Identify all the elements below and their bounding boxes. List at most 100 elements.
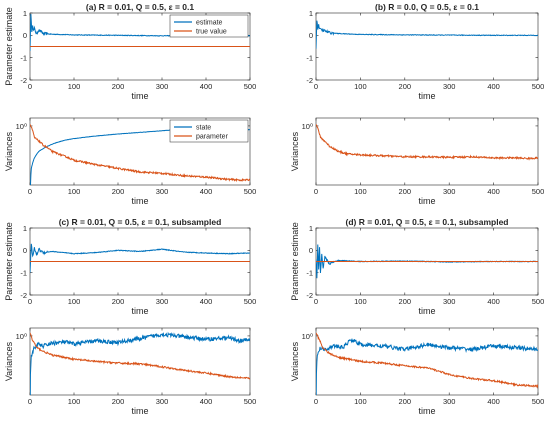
x-tick-label: 300: [156, 397, 169, 406]
series-line-estimate: [30, 243, 250, 273]
y-tick-label: -2: [20, 291, 27, 300]
y-axis-label: Parameter estimate: [4, 7, 14, 86]
y-tick-label: 1: [23, 9, 27, 18]
x-tick-label: 400: [487, 397, 500, 406]
x-axis-label: time: [418, 306, 435, 316]
series-line-state: [316, 338, 538, 395]
x-tick-label: 200: [399, 397, 412, 406]
panel-d_bottom: 0 100 200 300 400 500 10⁰ time Variances: [290, 327, 545, 416]
x-tick-label: 200: [112, 397, 125, 406]
x-tick-label: 400: [487, 187, 500, 196]
x-tick-label: 400: [200, 397, 213, 406]
x-tick-label: 300: [443, 187, 456, 196]
y-axis-label: Parameter estimate: [290, 222, 300, 301]
x-tick-label: 200: [399, 187, 412, 196]
y-tick-label: 1: [309, 224, 313, 233]
x-tick-label: 0: [28, 82, 32, 91]
series-line-state: [30, 331, 250, 395]
y-tick-label: 10⁰: [302, 332, 313, 341]
x-tick-label: 200: [399, 82, 412, 91]
y-tick-label: 10⁰: [16, 122, 27, 131]
legend: state parameter: [169, 119, 249, 143]
y-tick-label: -1: [20, 53, 27, 62]
y-tick-label: -2: [306, 76, 313, 85]
y-axis-label: Variances: [290, 131, 300, 171]
x-axis-label: time: [131, 196, 148, 206]
x-tick-label: 100: [354, 187, 367, 196]
series-line-param: [316, 332, 538, 389]
x-tick-label: 100: [68, 82, 81, 91]
legend-entry: estimate: [196, 20, 223, 27]
series-line-param: [30, 332, 250, 380]
series-line-param: [30, 124, 250, 183]
x-tick-label: 300: [156, 187, 169, 196]
x-tick-label: 0: [28, 397, 32, 406]
legend: estimate true value: [169, 14, 249, 38]
y-tick-label: 1: [309, 9, 313, 18]
x-tick-label: 500: [532, 397, 545, 406]
x-tick-label: 100: [68, 397, 81, 406]
legend-entry: true value: [196, 29, 227, 36]
x-tick-label: 400: [200, 82, 213, 91]
x-axis-label: time: [418, 196, 435, 206]
x-tick-label: 0: [314, 397, 318, 406]
x-tick-label: 300: [156, 82, 169, 91]
x-axis-label: time: [131, 306, 148, 316]
plot-area: [315, 12, 539, 81]
x-tick-label: 0: [314, 297, 318, 306]
x-tick-label: 500: [244, 82, 257, 91]
legend-entry: parameter: [196, 134, 229, 141]
x-tick-label: 500: [244, 187, 257, 196]
panel-c_top: 0 100 200 300 400 500 -2 -1 0 1 time Parameter esti…: [4, 217, 256, 316]
panel-title: (b) R = 0.0, Q = 0.5, ε = 0.1: [375, 2, 479, 12]
x-tick-label: 300: [156, 297, 169, 306]
x-axis-label: time: [418, 91, 435, 101]
y-tick-label: 0: [309, 31, 313, 40]
x-axis-label: time: [418, 406, 435, 416]
x-tick-label: 500: [532, 297, 545, 306]
y-tick-label: -1: [20, 268, 27, 277]
x-tick-label: 300: [443, 397, 456, 406]
series-line-estimate: [316, 20, 538, 49]
x-tick-label: 500: [244, 397, 257, 406]
y-tick-label: -2: [306, 291, 313, 300]
plot-area: [315, 117, 539, 186]
y-axis-label: Parameter estimate: [4, 222, 14, 301]
y-tick-label: -1: [306, 53, 313, 62]
x-tick-label: 100: [354, 297, 367, 306]
panel-c_bottom: 0 100 200 300 400 500 10⁰ time Variances: [4, 327, 257, 416]
legend-entry: state: [196, 125, 211, 132]
y-axis-label: Variances: [290, 341, 300, 381]
panel-title: (c) R = 0.01, Q = 0.5, ε = 0.1, subsampl…: [59, 217, 222, 227]
x-axis-label: time: [131, 91, 148, 101]
x-tick-label: 300: [443, 297, 456, 306]
x-tick-label: 500: [532, 187, 545, 196]
x-tick-label: 300: [443, 82, 456, 91]
x-tick-label: 400: [200, 297, 213, 306]
y-tick-label: -1: [306, 268, 313, 277]
x-tick-label: 500: [532, 82, 545, 91]
x-tick-label: 0: [314, 82, 318, 91]
panel-d_top: 0 100 200 300 400 500 -2 -1 0 1 time Parameter esti…: [290, 217, 544, 316]
x-tick-label: 200: [112, 187, 125, 196]
y-tick-label: 10⁰: [16, 332, 27, 341]
y-tick-label: 0: [23, 246, 27, 255]
panel-a_top: 0 100 200 300 400 500 -2 -1 0 1 time Parameter esti…: [4, 2, 256, 101]
x-tick-label: 100: [68, 297, 81, 306]
panel-title: (a) R = 0.01, Q = 0.5, ε = 0.1: [86, 2, 194, 12]
panel-b_bottom: 0 100 200 300 400 500 10⁰ time Variances: [290, 117, 545, 206]
x-tick-label: 100: [68, 187, 81, 196]
x-tick-label: 500: [244, 297, 257, 306]
x-tick-label: 200: [112, 82, 125, 91]
x-tick-label: 200: [399, 297, 412, 306]
panel-a_bottom: 0 100 200 300 400 500 10⁰ time Variances state par…: [4, 117, 257, 206]
x-tick-label: 100: [354, 397, 367, 406]
panel-b_top: 0 100 200 300 400 500 -2 -1 0 1 time (b) R = 0.0, Q…: [306, 2, 544, 101]
series-line-param: [316, 124, 538, 161]
y-axis-label: Variances: [4, 341, 14, 381]
x-tick-label: 200: [112, 297, 125, 306]
y-tick-label: 1: [23, 224, 27, 233]
x-tick-label: 400: [200, 187, 213, 196]
y-tick-label: -2: [20, 76, 27, 85]
